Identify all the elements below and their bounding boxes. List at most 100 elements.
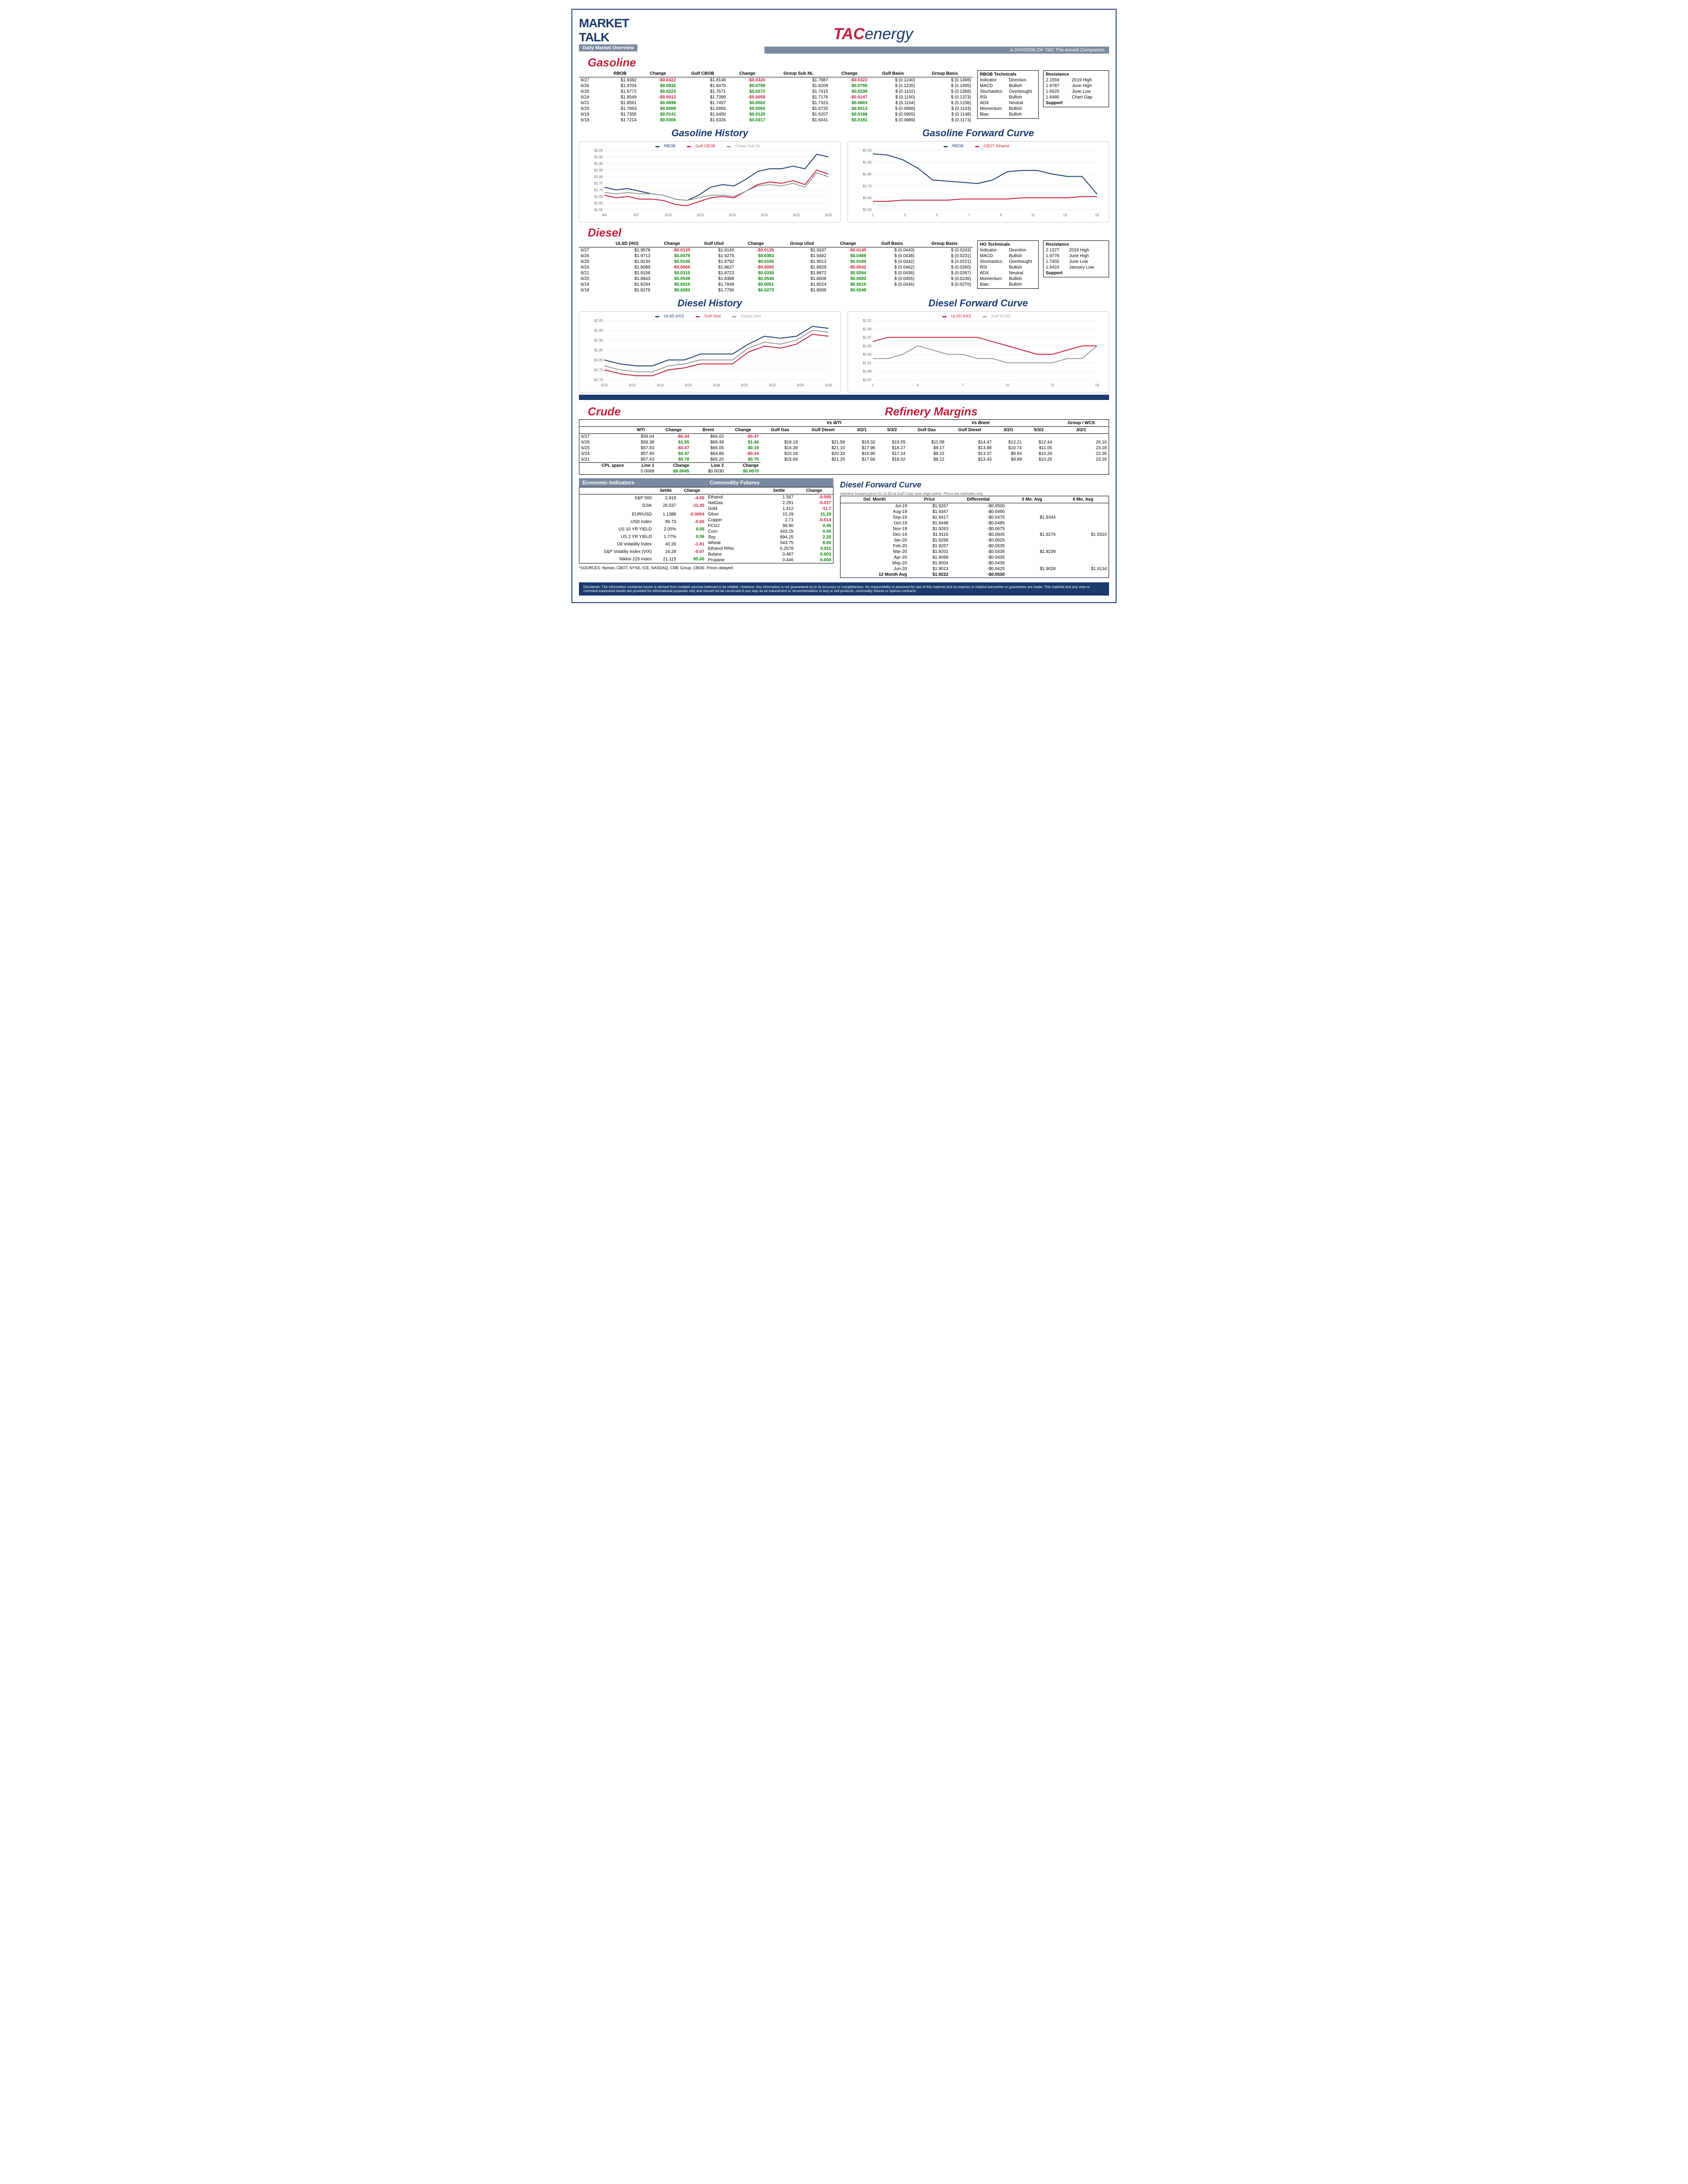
cell: -$0.0147	[830, 94, 869, 100]
table-row: US 2 YR YIELD1.77%0.06	[579, 533, 706, 541]
cell: $0.0479	[652, 253, 692, 259]
table-row: 6/26$1.9713$0.0479$1.9275$0.0383$1.9482$…	[579, 253, 973, 259]
svg-text:10: 10	[1005, 383, 1009, 387]
cell: $0.0335	[736, 270, 776, 276]
svg-text:$2.00: $2.00	[862, 149, 872, 153]
table-row: 6/21$57.43$0.78$65.20$0.75$15.89$21.20$1…	[579, 457, 1109, 463]
svg-text:$1.97: $1.97	[862, 336, 872, 340]
diesel-data-row: ULSD (HO)ChangeGulf UlsdChangeGroup Ulsd…	[579, 240, 1109, 293]
svg-text:5: 5	[936, 213, 938, 217]
cell: $1.8388	[692, 276, 736, 282]
diesel-title: Diesel	[588, 226, 1109, 240]
cell: $1.9704	[602, 83, 638, 89]
cell: $1.8008	[776, 287, 828, 293]
cell: $ (0.0908)	[869, 106, 917, 112]
svg-text:$1.90: $1.90	[594, 162, 604, 166]
cell: $0.0273	[736, 287, 776, 293]
cell: -$0.0320	[728, 77, 767, 84]
cell: $1.8627	[692, 265, 736, 270]
diesel-resistance-box: Resistance2.13772019 High1.9776June High…	[1043, 240, 1109, 277]
table-row: 6/24$57.90$0.47$64.86-$0.34$15.18$20.33$…	[579, 451, 1109, 457]
svg-text:13: 13	[1050, 383, 1054, 387]
cell: -$0.0135	[652, 247, 692, 254]
cell: $1.9382	[602, 77, 638, 84]
cell: $1.6720	[767, 106, 830, 112]
gasoline-history-chart: ▬ RBOB ▬ Gulf CBOB ▬ Group Sub NL $1.55$…	[579, 141, 841, 222]
cell: $ (0.0221)	[916, 259, 973, 265]
col-header: Gulf Basis	[869, 70, 917, 77]
col-header: Group Ulsd	[776, 240, 828, 247]
cell: $ (0.0446)	[868, 282, 916, 287]
cell: $1.8470	[678, 83, 728, 89]
table-row: Sep-19$1.9417-$0.0475$1.9344	[840, 515, 1109, 520]
cell: $ (0.1102)	[869, 89, 917, 94]
svg-text:6/16: 6/16	[729, 213, 736, 217]
table-row: 6/26$1.9704$0.0932$1.8470$0.0799$1.8209$…	[579, 83, 973, 89]
svg-text:$1.55: $1.55	[594, 208, 604, 212]
gas-hist-svg: $1.55$1.60$1.65$1.70$1.75$1.80$1.85$1.90…	[582, 148, 838, 218]
table-row: Copper2.71-0.014	[706, 517, 833, 523]
col-header: ULSD (HO)	[602, 240, 652, 247]
cell: $1.7457	[678, 100, 728, 106]
cell: $1.8843	[602, 276, 652, 282]
table-row: Aug-19$1.9347-$0.0490	[840, 509, 1109, 515]
svg-text:6/13: 6/13	[697, 213, 704, 217]
cell: $1.9013	[776, 259, 828, 265]
cell: -$0.0322	[638, 77, 678, 84]
svg-text:$1.85: $1.85	[594, 168, 604, 172]
svg-text:11: 11	[1031, 213, 1035, 217]
table-row: 6/21$1.8561$0.0698$1.7457$0.0502$1.7323$…	[579, 100, 973, 106]
cell: $1.8829	[776, 265, 828, 270]
cell: $0.0272	[728, 89, 767, 94]
cell: $1.8024	[776, 282, 828, 287]
svg-text:6/18: 6/18	[713, 383, 720, 387]
cell: $ (0.1240)	[869, 77, 917, 84]
cell: $0.0698	[638, 100, 678, 106]
cell: $ (0.0287)	[916, 270, 973, 276]
cell	[868, 287, 916, 293]
table-row: 6/25$1.9234$0.0145$1.8792$0.0165$1.9013$…	[579, 259, 973, 265]
cell: -$0.0012	[638, 94, 678, 100]
svg-text:13: 13	[1063, 213, 1067, 217]
cell: -$0.0069	[652, 265, 692, 270]
svg-text:6/22: 6/22	[769, 383, 776, 387]
tac-text: TAC	[833, 25, 865, 43]
diesel-forward-title: Diesel Forward Curve	[848, 298, 1110, 309]
cell: -$0.0145	[828, 247, 868, 254]
cell: $1.9158	[602, 270, 652, 276]
cell: $0.0283	[652, 287, 692, 293]
svg-text:$1.70: $1.70	[594, 378, 604, 382]
cell: $0.0145	[652, 259, 692, 265]
cell: $0.0264	[828, 270, 868, 276]
page: MARKET TALK Daily Market Overview TACene…	[571, 9, 1117, 603]
cell: 6/19	[579, 112, 602, 117]
cell: $ (0.0438)	[868, 253, 916, 259]
cell: $ (0.1173)	[917, 117, 973, 123]
talk-word: TALK	[579, 30, 609, 44]
cell: $0.0799	[728, 83, 767, 89]
cell: $0.0583	[828, 276, 868, 282]
cell: $1.8772	[602, 89, 638, 94]
table-row: S&P Volatiliy Index (VIX)16.28-0.07	[579, 548, 706, 556]
header: MARKET TALK Daily Market Overview TACene…	[579, 16, 1109, 51]
table-row: 6/27$1.9382-$0.0322$1.8148-$0.0320$1.788…	[579, 77, 973, 84]
svg-text:$1.70: $1.70	[862, 184, 872, 188]
cell: $1.8872	[776, 270, 828, 276]
cell: $0.0603	[830, 100, 869, 106]
svg-text:$1.99: $1.99	[862, 327, 872, 331]
svg-text:$1.50: $1.50	[862, 208, 872, 212]
col-header: Change	[728, 70, 767, 77]
cell: 6/18	[579, 287, 602, 293]
svg-text:7: 7	[968, 213, 970, 217]
table-row: US 10 YR YIELD2.05%0.05	[579, 526, 706, 533]
econ-indicators-header: Economic Indicators	[579, 478, 706, 487]
gasoline-price-table: RBOBChangeGulf CBOBChangeGroup Sub NLCha…	[579, 70, 973, 123]
cell: $1.8792	[692, 259, 736, 265]
table-row: 6/25$57.83-$0.07$65.05$0.19$16.39$21.10$…	[579, 445, 1109, 451]
cell: $1.7415	[767, 89, 830, 94]
table-row: Gold1,412-11.7	[706, 506, 833, 512]
svg-text:6/25: 6/25	[825, 213, 832, 217]
cell: $ (0.0270)	[916, 282, 973, 287]
col-header: Change	[736, 240, 776, 247]
cell: $0.0469	[828, 253, 868, 259]
